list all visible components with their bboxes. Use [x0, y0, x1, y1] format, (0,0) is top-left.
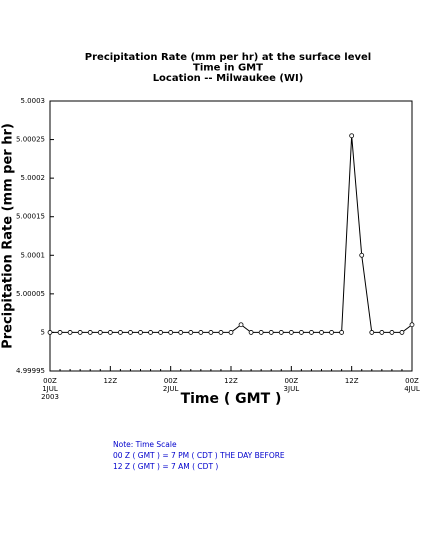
data-point — [158, 330, 164, 335]
data-point — [248, 330, 254, 335]
y-tick-label: 5.0001 — [21, 251, 46, 259]
chart-title: Precipitation Rate (mm per hr) at the su… — [85, 52, 371, 63]
data-point — [389, 330, 395, 335]
note: Note: Time Scale — [113, 440, 177, 449]
x-date-label: 1JUL — [42, 385, 58, 393]
y-tick-label: 4.99995 — [16, 367, 45, 375]
data-point — [208, 330, 214, 335]
data-point — [148, 330, 153, 335]
x-date-label: 2JUL — [163, 385, 179, 393]
data-point — [168, 330, 174, 335]
data-point — [359, 252, 365, 258]
y-tick-label: 5.00005 — [16, 290, 45, 298]
data-point — [218, 330, 224, 335]
y-tick-label: 5.00025 — [16, 136, 45, 144]
x-tick-label: 00Z — [43, 377, 57, 385]
data-point — [319, 330, 324, 335]
data-point — [258, 330, 264, 335]
data-point — [178, 330, 184, 335]
data-point — [288, 330, 294, 335]
note: 12 Z ( GMT ) = 7 AM ( CDT ) — [113, 462, 218, 471]
data-point — [117, 330, 123, 335]
data-point — [379, 330, 385, 335]
data-point — [107, 330, 113, 335]
x-tick-label: 12Z — [345, 377, 359, 385]
data-point — [128, 330, 133, 335]
data-point — [369, 330, 375, 335]
x-tick-label: 00Z — [164, 377, 178, 385]
chart-subtitle: Location -- Milwaukee (WI) — [153, 73, 304, 84]
data-point — [198, 330, 204, 335]
y-tick-label: 5.0003 — [21, 97, 46, 105]
y-tick-label: 5 — [41, 328, 45, 336]
x-axis-label: Time ( GMT ) — [181, 391, 282, 407]
chart-subtitle: Time in GMT — [193, 63, 263, 74]
data-point — [138, 330, 143, 335]
data-point — [67, 330, 73, 335]
x-tick-label: 00Z — [405, 377, 419, 385]
data-point — [47, 330, 53, 335]
data-point — [339, 330, 345, 335]
data-point — [329, 330, 334, 335]
data-point — [57, 330, 63, 335]
data-point — [87, 330, 93, 335]
x-tick-label: 00Z — [284, 377, 298, 385]
data-point — [188, 330, 194, 335]
data-point — [309, 330, 314, 335]
data-point — [399, 330, 405, 335]
x-date-label: 4JUL — [404, 385, 420, 393]
x-tick-label: 12Z — [224, 377, 238, 385]
y-axis-label: Precipitation Rate (mm per hr) — [1, 123, 16, 349]
data-point — [228, 330, 234, 335]
x-tick-label: 12Z — [103, 377, 117, 385]
line-series — [50, 135, 413, 333]
x-year-label: 2003 — [41, 393, 59, 401]
y-tick-label: 5.00015 — [16, 213, 45, 221]
data-point — [77, 330, 83, 335]
note: 00 Z ( GMT ) = 7 PM ( CDT ) THE DAY BEFO… — [113, 451, 285, 460]
data-point — [238, 322, 244, 328]
data-point — [298, 330, 304, 335]
data-point — [268, 330, 274, 335]
data-point — [409, 322, 415, 328]
y-tick-label: 5.0002 — [21, 174, 46, 182]
data-point — [349, 133, 355, 139]
data-point — [97, 330, 103, 335]
x-date-label: 3JUL — [284, 385, 300, 393]
data-point — [278, 330, 284, 335]
